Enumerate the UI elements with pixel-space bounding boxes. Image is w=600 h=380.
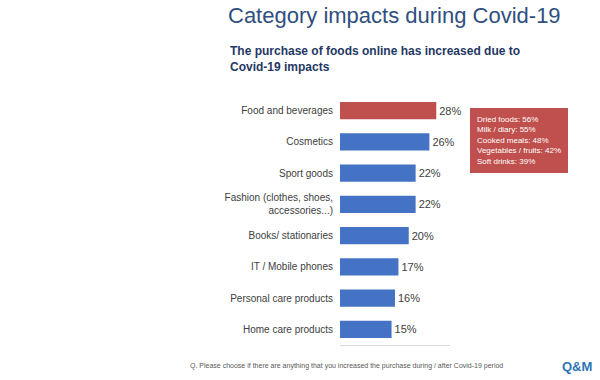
svg-text:16%: 16% xyxy=(398,292,420,304)
svg-text:15%: 15% xyxy=(395,323,417,335)
svg-text:Cosmetics: Cosmetics xyxy=(286,136,333,147)
svg-text:Fashion (clothes, shoes,access: Fashion (clothes, shoes,accessories...) xyxy=(225,192,333,216)
svg-text:Sport goods: Sport goods xyxy=(279,168,333,179)
svg-text:26%: 26% xyxy=(432,136,454,148)
svg-text:20%: 20% xyxy=(412,230,434,242)
svg-text:Books/ stationaries: Books/ stationaries xyxy=(249,230,334,241)
svg-text:Dried foods: 56%Milk / diary:: Dried foods: 56%Milk / diary: 55%Cooked … xyxy=(477,115,561,166)
svg-text:17%: 17% xyxy=(401,261,423,273)
svg-text:Q&M: Q&M xyxy=(562,359,592,374)
svg-text:The purchase of foods online h: The purchase of foods online has increas… xyxy=(230,44,520,74)
svg-text:Home care products: Home care products xyxy=(243,324,333,335)
svg-text:Category impacts during Covid-: Category impacts during Covid-19 xyxy=(228,3,561,28)
svg-text:Q. Please choose if there are: Q. Please choose if there are anything t… xyxy=(190,362,503,370)
svg-text:Personal care products: Personal care products xyxy=(230,293,333,304)
svg-text:IT / Mobile phones: IT / Mobile phones xyxy=(251,261,333,272)
svg-text:22%: 22% xyxy=(419,167,441,179)
svg-text:28%: 28% xyxy=(439,105,461,117)
svg-text:22%: 22% xyxy=(419,198,441,210)
svg-text:Food and beverages: Food and beverages xyxy=(241,105,333,116)
